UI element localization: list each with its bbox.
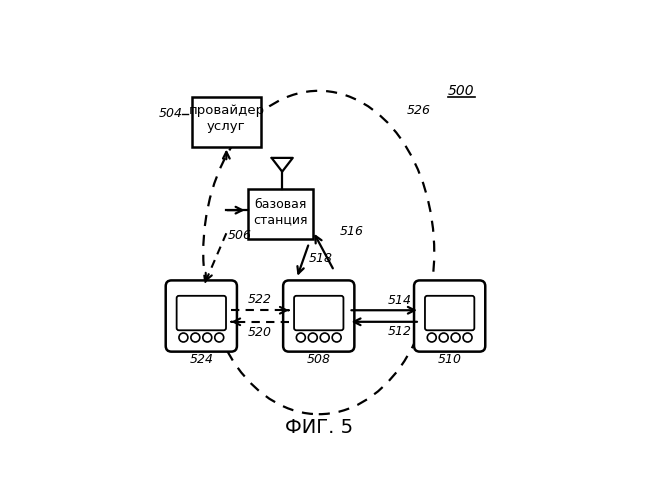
FancyBboxPatch shape [283, 280, 355, 351]
Text: 518: 518 [308, 252, 333, 265]
FancyBboxPatch shape [414, 280, 485, 351]
Text: 516: 516 [340, 225, 363, 238]
Text: 504: 504 [158, 108, 183, 120]
Text: 520: 520 [248, 326, 272, 339]
Text: 508: 508 [306, 353, 331, 366]
Text: ФИГ. 5: ФИГ. 5 [285, 418, 353, 437]
Bar [248, 189, 313, 239]
Text: 524: 524 [189, 353, 213, 366]
Text: базовая
станция: базовая станция [253, 198, 308, 226]
Text: 522: 522 [248, 293, 272, 306]
Bar [192, 96, 261, 146]
FancyBboxPatch shape [294, 296, 344, 330]
FancyBboxPatch shape [177, 296, 226, 330]
Text: 500: 500 [448, 84, 475, 98]
Text: 510: 510 [437, 353, 462, 366]
FancyBboxPatch shape [166, 280, 237, 351]
Text: 514: 514 [387, 294, 411, 307]
Text: 512: 512 [387, 325, 411, 338]
Text: 526: 526 [407, 104, 431, 117]
FancyBboxPatch shape [425, 296, 475, 330]
Text: 506: 506 [228, 228, 252, 241]
Text: провайдер
услуг: провайдер услуг [188, 104, 265, 133]
